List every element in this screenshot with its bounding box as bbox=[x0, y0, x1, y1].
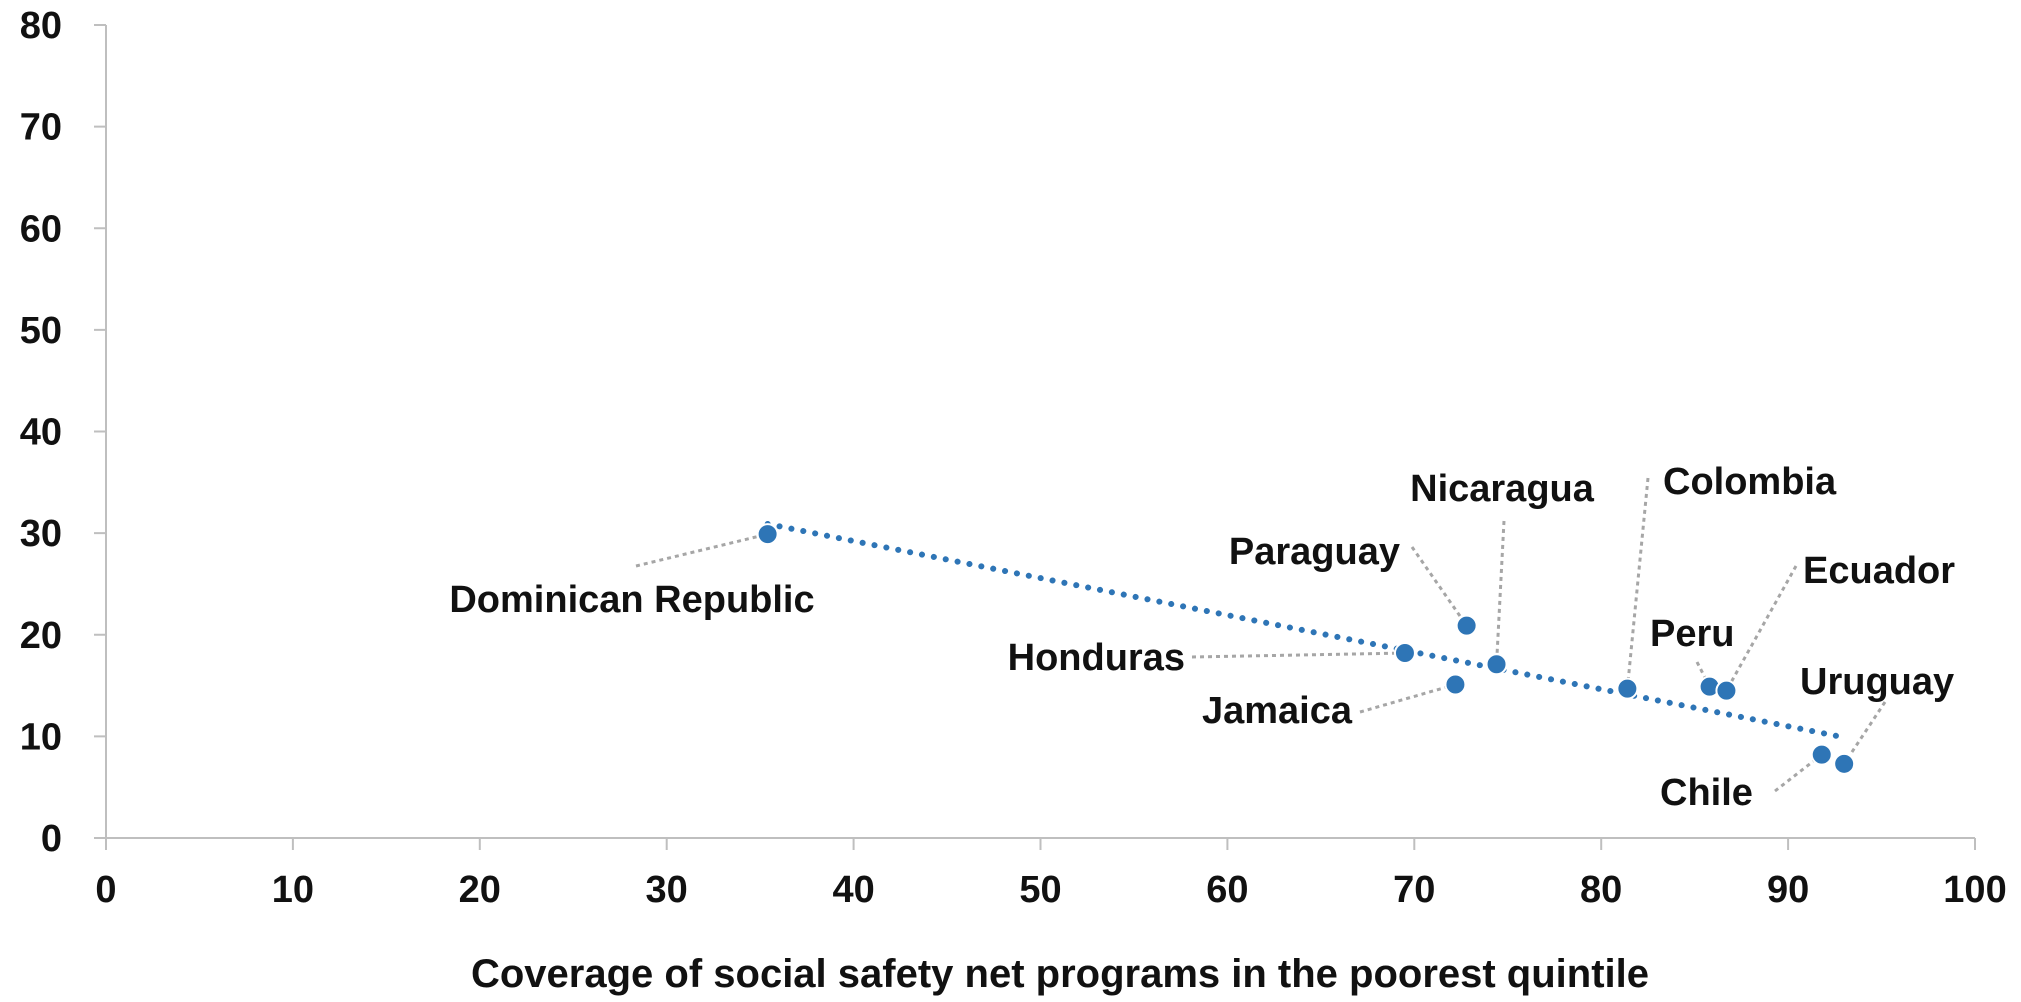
leader-line-jamaica bbox=[1359, 683, 1456, 714]
trendline-layer bbox=[764, 520, 1848, 741]
y-tick-label: 50 bbox=[20, 310, 62, 352]
x-tick-label: 50 bbox=[1019, 869, 1061, 911]
x-tick-label: 60 bbox=[1206, 869, 1248, 911]
point-label-jamaica: Jamaica bbox=[1202, 690, 1353, 732]
x-tick-label: 100 bbox=[1943, 869, 2006, 911]
leader-line-honduras bbox=[1191, 651, 1405, 659]
point-jamaica bbox=[1444, 673, 1467, 696]
point-label-dominican-republic: Dominican Republic bbox=[449, 579, 814, 621]
leader-line-nicaragua bbox=[1495, 520, 1506, 665]
leader-line-paraguay bbox=[1410, 546, 1468, 627]
y-tick-label: 30 bbox=[20, 513, 62, 555]
x-tick-label: 40 bbox=[832, 869, 874, 911]
leader-line-ecuador bbox=[1725, 565, 1798, 692]
point-label-ecuador: Ecuador bbox=[1803, 550, 1955, 592]
y-tick-label: 0 bbox=[41, 818, 62, 860]
point-honduras bbox=[1393, 642, 1416, 665]
point-label-colombia: Colombia bbox=[1663, 461, 1837, 503]
point-colombia bbox=[1616, 677, 1639, 700]
y-tick-label: 70 bbox=[20, 107, 62, 149]
leader-line-colombia bbox=[1625, 477, 1650, 689]
x-tick-label: 30 bbox=[646, 869, 688, 911]
point-label-paraguay: Paraguay bbox=[1229, 531, 1400, 573]
y-tick-label: 80 bbox=[20, 5, 62, 47]
point-uruguay bbox=[1833, 752, 1856, 775]
data-points bbox=[756, 523, 1856, 775]
data-labels: Dominican Republic Honduras Jamaica Paragua… bbox=[449, 461, 1955, 814]
x-tick-label: 10 bbox=[272, 869, 314, 911]
axes: 0 10 20 30 40 50 60 70 80 90 100 0 10 20 30 40 50 60 70 80 bbox=[20, 5, 2007, 911]
x-tick-label: 0 bbox=[95, 869, 116, 911]
y-tick-label: 10 bbox=[20, 716, 62, 758]
point-label-chile: Chile bbox=[1660, 772, 1753, 814]
point-label-nicaragua: Nicaragua bbox=[1410, 468, 1595, 510]
x-tick-label: 20 bbox=[459, 869, 501, 911]
point-label-honduras: Honduras bbox=[1008, 637, 1185, 679]
point-label-peru: Peru bbox=[1650, 613, 1734, 655]
leader-line-uruguay bbox=[1842, 701, 1887, 765]
point-paraguay bbox=[1455, 614, 1478, 637]
x-tick-label: 80 bbox=[1580, 869, 1622, 911]
y-tick-label: 60 bbox=[20, 208, 62, 250]
point-dominican-republic bbox=[756, 523, 779, 546]
trendline bbox=[764, 520, 1848, 741]
x-tick-label: 70 bbox=[1393, 869, 1435, 911]
y-tick-label: 40 bbox=[20, 412, 62, 454]
leader-line-dominican-republic bbox=[635, 532, 768, 568]
point-ecuador bbox=[1715, 679, 1738, 702]
point-nicaragua bbox=[1485, 653, 1508, 676]
x-tick-label: 90 bbox=[1767, 869, 1809, 911]
y-tick-label: 20 bbox=[20, 615, 62, 657]
point-label-uruguay: Uruguay bbox=[1800, 661, 1954, 703]
x-axis-title: Coverage of social safety net programs i… bbox=[471, 952, 1649, 996]
point-chile bbox=[1810, 743, 1833, 766]
